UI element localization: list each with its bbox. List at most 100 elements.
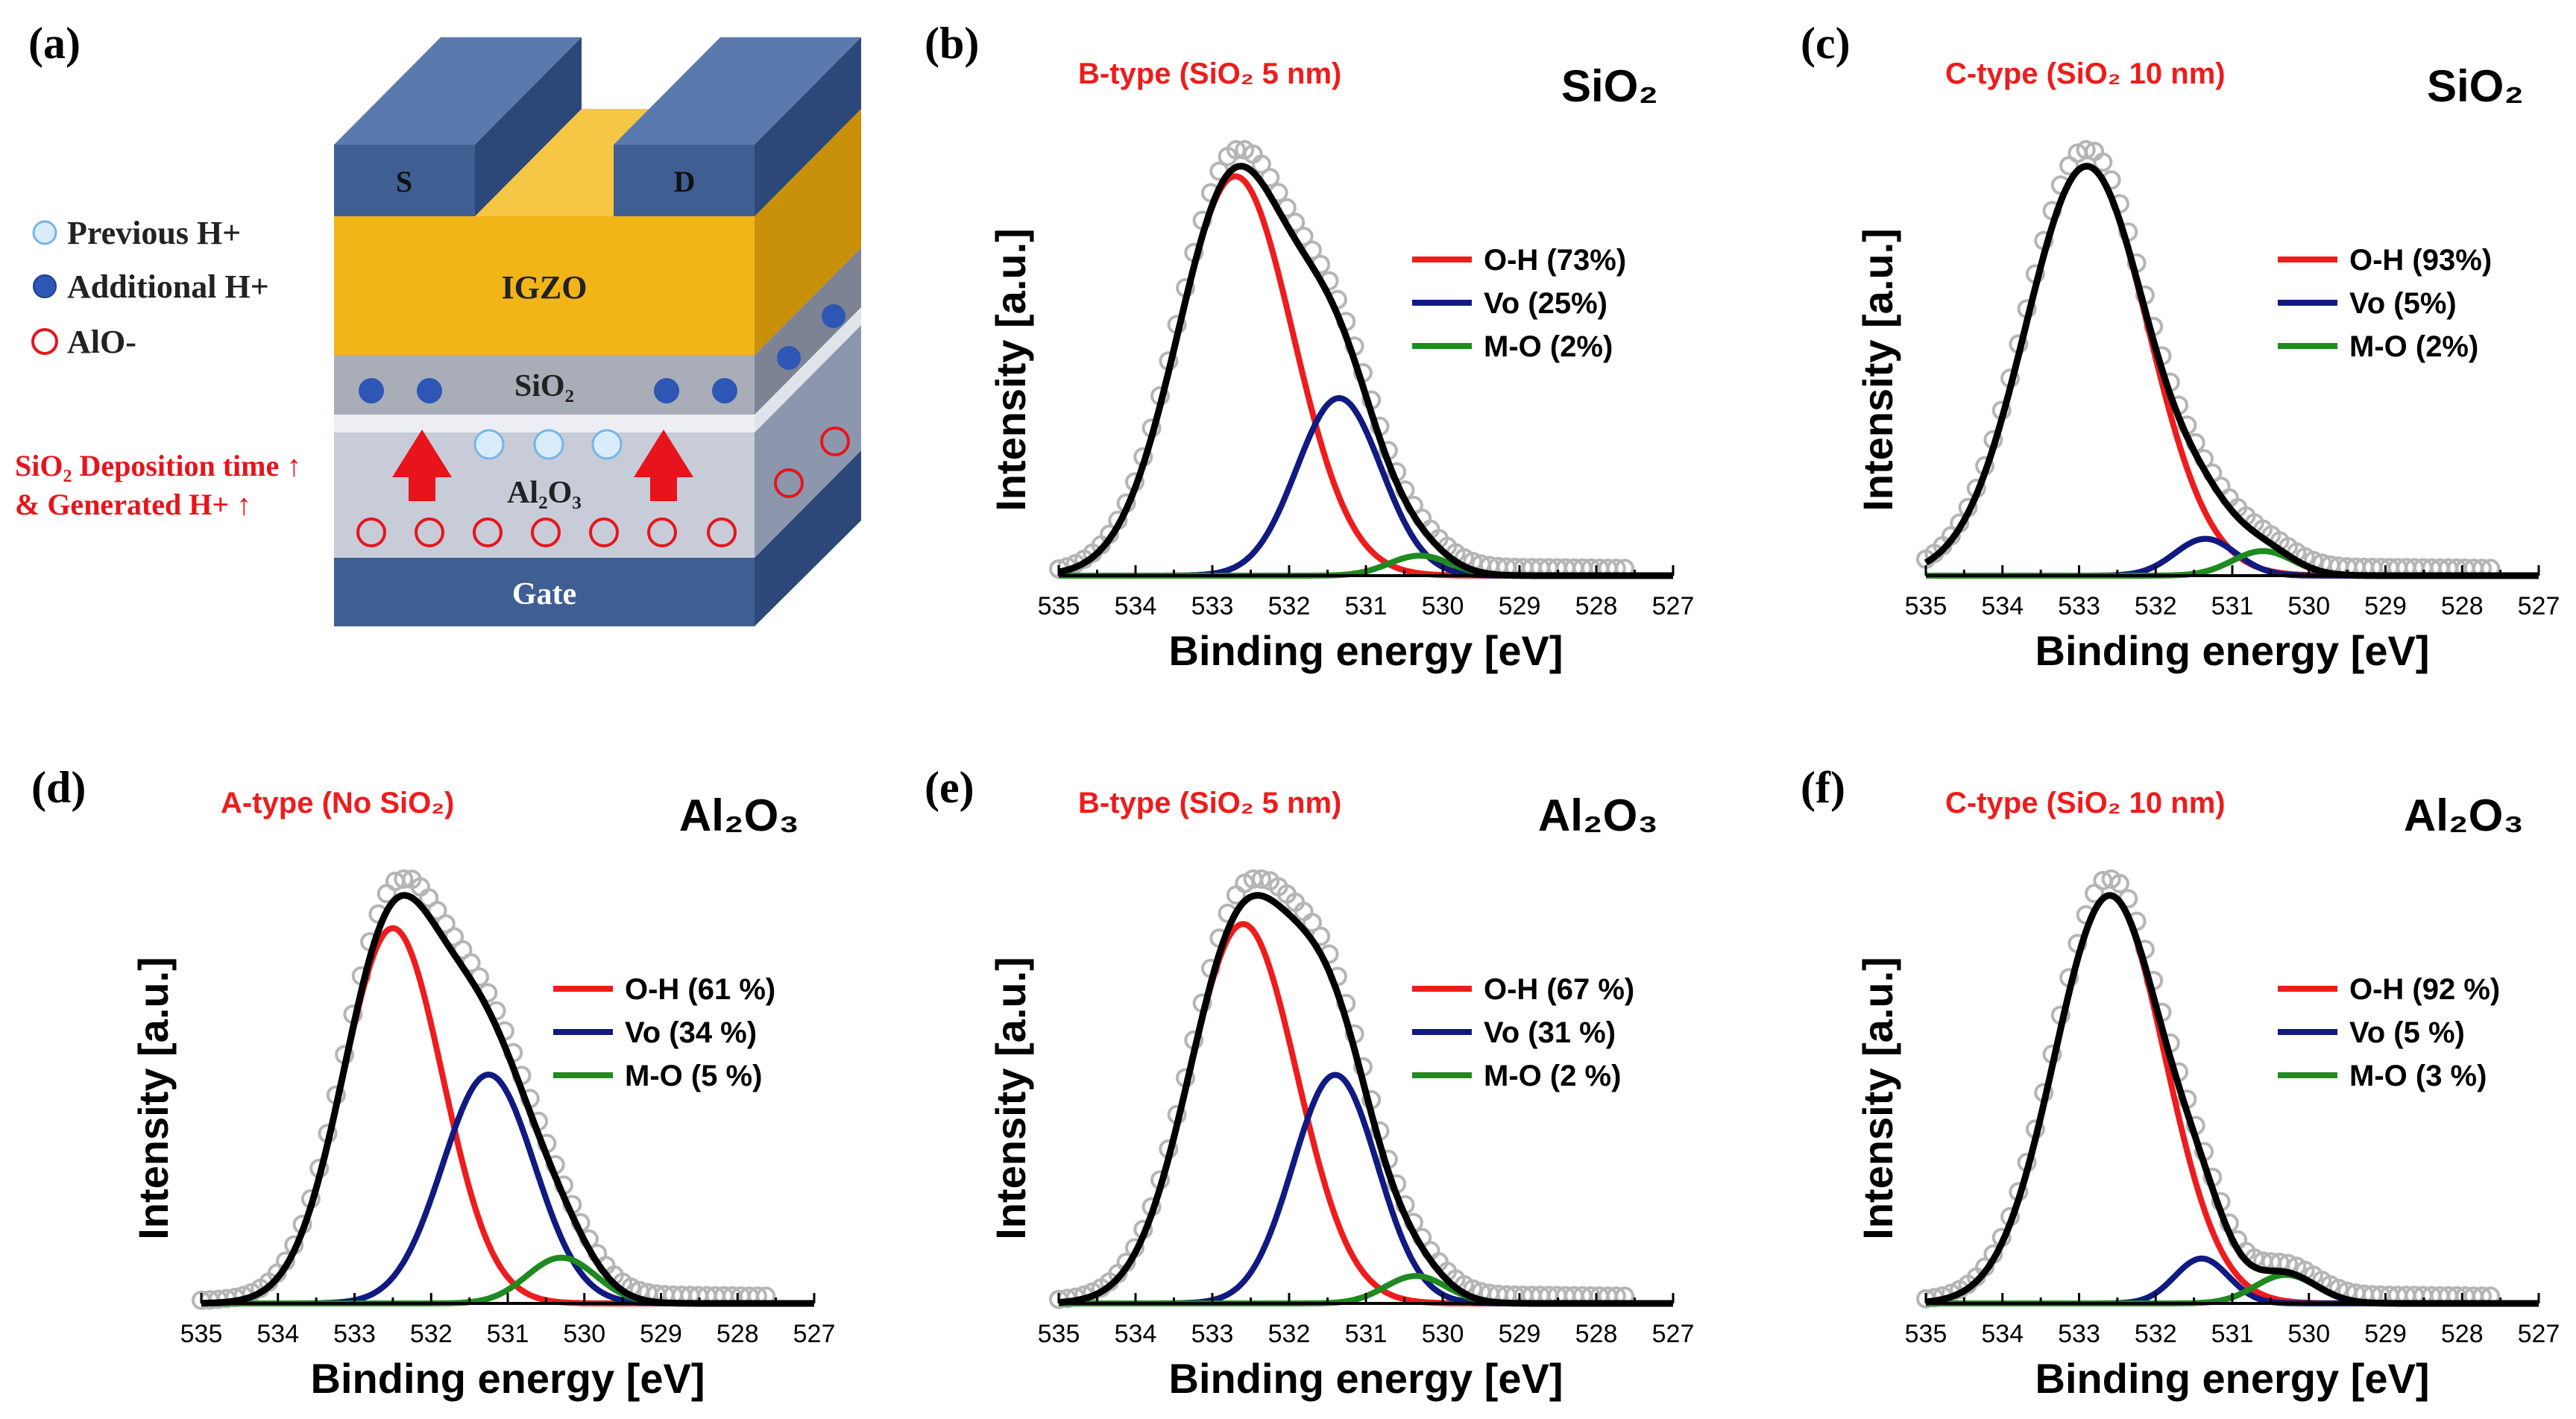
envelope-curve [1056, 163, 1675, 579]
alo-ion [707, 517, 737, 547]
x-tick-label: 527 [1652, 1320, 1695, 1348]
x-tick-label: 531 [1345, 592, 1388, 620]
sample-title: B-type (SiO₂ 5 nm) [1078, 57, 1341, 90]
previous-h-ion [473, 429, 505, 460]
previous-h-ion [533, 429, 564, 460]
measured-point [2076, 139, 2096, 160]
sio2-label: SiO₂ [514, 369, 574, 403]
sample-title: C-type (SiO₂ 10 nm) [1945, 57, 2226, 90]
x-tick-label: 532 [1268, 1320, 1311, 1348]
legend-label-m-o: M-O (2%) [2349, 330, 2478, 363]
envelope-curve [1924, 163, 2541, 579]
y-axis-label: Intensity [a.u.] [130, 957, 177, 1240]
legend-label-vo: Vo (31 %) [1484, 1016, 1616, 1049]
x-tick-label: 531 [1345, 1320, 1388, 1348]
x-tick-label: 530 [2287, 592, 2330, 620]
additional-h-ions [359, 304, 845, 403]
measured-point [427, 901, 447, 921]
legend-additional-h-label: Additional H+ [67, 268, 269, 305]
panel-f: (f) 535 534 533 532 531 530 529 528 527 Binding en… [1801, 763, 2560, 1402]
sample-title: B-type (SiO₂ 5 nm) [1078, 787, 1341, 819]
alo-marker-icon [31, 328, 58, 355]
y-axis-label: Intensity [a.u.] [1854, 957, 1901, 1240]
layer-title: Al₂O₃ [1538, 790, 1658, 840]
al2o3-label: Al₂O₃ [507, 476, 582, 510]
interface-band [334, 415, 755, 432]
measured-point [1251, 869, 1271, 889]
x-ticks: 535 534 533 532 531 530 529 528 527 [1038, 1293, 1695, 1348]
layer-title: SiO₂ [1561, 61, 1658, 111]
sample-title: A-type (No SiO₂) [221, 787, 454, 819]
y-axis-label: Intensity [a.u.] [987, 957, 1034, 1240]
x-tick-label: 533 [2058, 592, 2100, 620]
x-tick-label: 528 [2441, 1320, 2484, 1348]
x-tick-label: 530 [1422, 1320, 1464, 1348]
deposition-annotation-line2: & Generated H+ ↑ [15, 488, 251, 521]
x-tick-label: 528 [1575, 1320, 1618, 1348]
legend: O-H (92 %) Vo (5 %) M-O (3 %) [2278, 973, 2500, 1092]
additional-h-ion [822, 304, 845, 328]
x-tick-label: 531 [2211, 592, 2254, 620]
legend-label-m-o: M-O (3 %) [2349, 1060, 2487, 1092]
x-axis-label: Binding energy [eV] [2035, 1355, 2430, 1402]
legend-label-m-o: M-O (2%) [1484, 330, 1613, 363]
legend-label-o-h: O-H (73%) [1484, 244, 1626, 277]
alo-ion [531, 517, 561, 547]
legend: O-H (61 %) Vo (34 %) M-O (5 %) [553, 973, 775, 1092]
x-tick-label: 531 [2211, 1320, 2254, 1348]
y-axis-label: Intensity [a.u.] [1854, 228, 1901, 512]
x-tick-label: 535 [1038, 1320, 1080, 1348]
deposition-annotation-line1: SiO₂ Deposition time ↑ [15, 449, 301, 482]
panel-e-letter: (e) [925, 763, 974, 812]
x-tick-label: 528 [2441, 592, 2484, 620]
legend-label-m-o: M-O (2 %) [1484, 1060, 1621, 1092]
fit-curve-vo [200, 1072, 816, 1306]
alo-ion [647, 517, 677, 547]
measured-point [394, 869, 414, 889]
x-tick-label: 532 [2135, 1320, 2177, 1348]
legend-label-vo: Vo (5 %) [2349, 1016, 2465, 1049]
layer-title: Al₂O₃ [2404, 790, 2524, 840]
additional-h-ion [359, 378, 384, 403]
x-tick-label: 528 [1575, 592, 1618, 620]
legend-previous-h-label: Previous H+ [67, 215, 241, 251]
panel-c: (c) 535 534 533 532 531 530 529 528 527 Binding en… [1801, 19, 2560, 674]
x-axis-label: Binding energy [eV] [1169, 1355, 1563, 1402]
interface-side [755, 307, 861, 432]
drain-label: D [674, 165, 696, 198]
source-top [334, 37, 582, 145]
x-tick-label: 534 [1115, 592, 1157, 620]
x-tick-label: 532 [1268, 592, 1311, 620]
x-tick-label: 533 [1191, 592, 1234, 620]
h-migration-arrow-icon [634, 430, 693, 501]
alo-ion [415, 517, 444, 547]
x-ticks: 535 534 533 532 531 530 529 528 527 [1905, 1293, 2560, 1348]
alo-ion [774, 468, 804, 498]
panel-e: (e) 535 534 533 532 531 530 529 528 527 Binding en… [925, 763, 1694, 1402]
x-axis-label: Binding energy [eV] [311, 1355, 705, 1402]
x-tick-label: 529 [640, 1320, 682, 1348]
x-tick-label: 530 [1422, 592, 1464, 620]
x-tick-label: 535 [1905, 1320, 1947, 1348]
previous-h-ion [591, 429, 623, 460]
sample-title: C-type (SiO₂ 10 nm) [1945, 787, 2226, 819]
gate-layer [334, 558, 755, 626]
legend-alo-label: AlO- [67, 324, 136, 360]
legend-label-o-h: O-H (67 %) [1484, 973, 1634, 1006]
panel-f-letter: (f) [1801, 763, 1845, 812]
x-tick-label: 527 [793, 1320, 836, 1348]
panel-d-letter: (d) [31, 763, 86, 812]
legend-label-vo: Vo (5%) [2349, 287, 2457, 320]
legend-label-o-h: O-H (61 %) [625, 973, 775, 1006]
legend-label-vo: Vo (34 %) [625, 1016, 757, 1049]
x-tick-label: 529 [2364, 592, 2407, 620]
measured-point [1302, 913, 1322, 933]
x-tick-label: 534 [1115, 1320, 1157, 1348]
x-ticks: 535 534 533 532 531 530 529 528 527 [180, 1293, 836, 1348]
panel-b-letter: (b) [925, 19, 979, 68]
sio2-side [755, 248, 861, 415]
drain-side [755, 37, 861, 216]
panel-b: (b) 535 534 533 532 531 530 529 528 527 Binding en… [925, 19, 1694, 674]
x-tick-label: 527 [2518, 1320, 2560, 1348]
